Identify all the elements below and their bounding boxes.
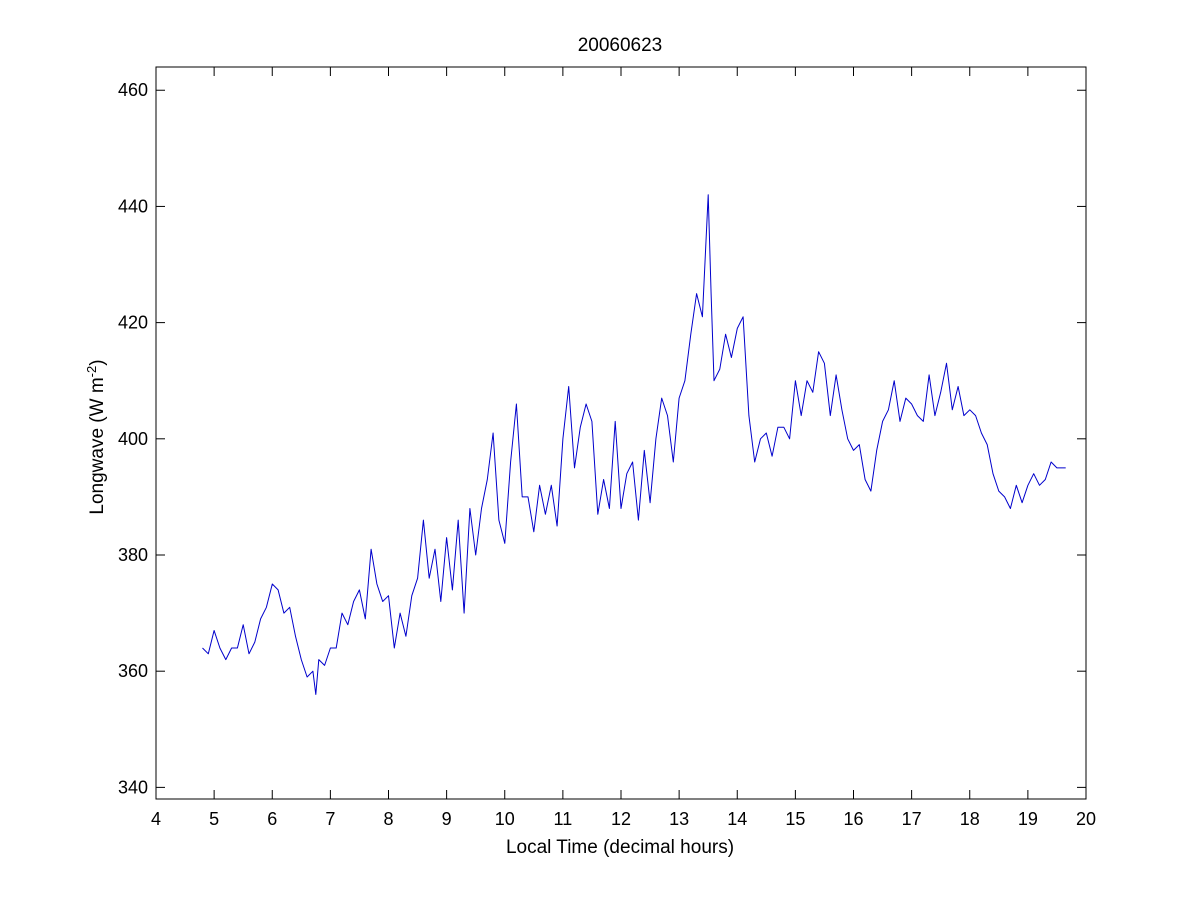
y-tick-label: 380: [118, 545, 148, 565]
plot-area: [156, 67, 1086, 799]
x-tick-label: 6: [267, 809, 277, 829]
y-tick-label: 360: [118, 661, 148, 681]
y-axis-label: Longwave (W m-2): [84, 359, 108, 514]
plot-frame: [155, 66, 1087, 800]
x-tick-label: 10: [495, 809, 515, 829]
y-tick-label: 460: [118, 80, 148, 100]
x-tick-label: 9: [442, 809, 452, 829]
x-tick-label: 17: [902, 809, 922, 829]
x-tick-label: 4: [151, 809, 161, 829]
x-axis-label: Local Time (decimal hours): [506, 837, 734, 858]
axis-ticks: [155, 67, 1087, 799]
x-tick-label: 12: [611, 809, 631, 829]
y-axis-label-main: Longwave (W m: [87, 377, 108, 514]
chart-title: 20060623: [578, 35, 663, 56]
x-tick-labels: 4 5 6 7 8 9 10 11 12 13 14 15 16 17 18 19 20: [151, 809, 1096, 829]
x-tick-label: 8: [383, 809, 393, 829]
y-tick-label: 420: [118, 313, 148, 333]
y-axis-label-close: ): [87, 359, 108, 365]
y-axis-label-superscript: -2: [84, 366, 99, 378]
x-tick-label: 13: [669, 809, 689, 829]
x-tick-label: 5: [209, 809, 219, 829]
y-tick-labels: 340 360 380 400 420 440 460: [118, 80, 148, 797]
x-tick-label: 7: [325, 809, 335, 829]
y-tick-label: 400: [118, 429, 148, 449]
x-tick-label: 15: [785, 809, 805, 829]
x-tick-label: 19: [1018, 809, 1038, 829]
x-tick-label: 14: [727, 809, 747, 829]
y-tick-label: 440: [118, 196, 148, 216]
x-tick-label: 16: [843, 809, 863, 829]
x-tick-label: 11: [554, 809, 573, 829]
x-tick-label: 18: [960, 809, 980, 829]
longwave-series-line: [202, 194, 1066, 695]
x-tick-label: 20: [1076, 809, 1096, 829]
y-tick-label: 340: [118, 777, 148, 797]
